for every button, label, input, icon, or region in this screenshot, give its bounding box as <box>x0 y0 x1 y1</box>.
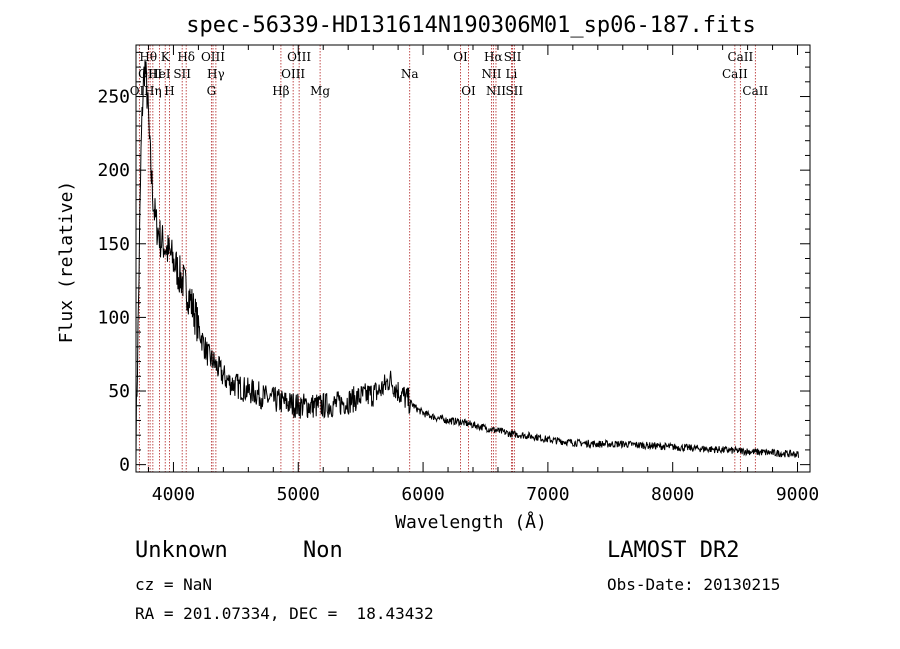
obs-date: Obs-Date: 20130215 <box>607 575 781 594</box>
y-tick-label-3: 150 <box>97 234 130 255</box>
spectral-line-label-8: Hδ <box>177 50 195 64</box>
x-tick-label-0: 4000 <box>152 484 195 505</box>
series-layer <box>135 59 799 458</box>
spectral-line-label-10: Hγ <box>207 67 225 81</box>
line-labels-layer: OII Hθ OIII Hη HeI K H SII Hδ OIII Hγ G Hβ OIII OIII Mg… <box>130 50 769 98</box>
spectral-line-label-23: Li <box>506 67 518 81</box>
spectral-line-label-25: CaII <box>722 67 748 81</box>
spectral-line-label-16: Na <box>401 67 419 81</box>
x-tick-label-1: 5000 <box>277 484 320 505</box>
spectral-line-label-17: OI <box>453 50 468 64</box>
spectral-line-label-21: NII <box>486 84 506 98</box>
spectral-lines-layer <box>138 45 756 472</box>
x-axis-label: Wavelength (Å) <box>395 511 547 533</box>
x-tick-label-5: 9000 <box>776 484 819 505</box>
spectral-line-label-15: Mg <box>310 84 330 98</box>
x-tick-label-3: 7000 <box>526 484 569 505</box>
spectral-line-label-26: CaII <box>727 50 753 64</box>
spectral-line-label-13: OIII <box>281 67 305 81</box>
spectral-line-label-27: CaII <box>742 84 768 98</box>
spectral-line-label-5: K <box>161 50 171 64</box>
y-axis-label: Flux (relative) <box>56 181 77 344</box>
spectral-line-label-3: Hη <box>144 84 162 98</box>
chart-title: spec-56339-HD131614N190306M01_sp06-187.f… <box>186 13 756 38</box>
spectral-line-label-9: OIII <box>201 50 225 64</box>
spectral-line-label-12: Hβ <box>272 84 289 98</box>
y-tick-label-4: 200 <box>97 160 130 181</box>
x-tick-label-4: 8000 <box>651 484 694 505</box>
spectral-line-label-22: SII <box>504 50 522 64</box>
y-tick-label-1: 50 <box>108 381 130 402</box>
x-tick-label-2: 6000 <box>401 484 444 505</box>
spectral-line-label-20: Hα <box>484 50 503 64</box>
object-subclass: Non <box>303 538 343 563</box>
ticks-layer: 4000 5000 6000 7000 8000 9000 0 50 100 150 200 250 <box>97 45 819 505</box>
spectral-line-label-7: SII <box>173 67 191 81</box>
survey-name: LAMOST DR2 <box>607 538 740 563</box>
spectral-line-label-4: HeI <box>148 67 171 81</box>
y-tick-label-5: 250 <box>97 87 130 108</box>
redshift-cz: cz = NaN <box>135 575 213 594</box>
spectral-line-label-18: OI <box>461 84 476 98</box>
ra-dec: RA = 201.07334, DEC = 18.43432 <box>135 604 434 623</box>
spectral-line-label-2: OIII <box>138 67 162 81</box>
spectral-line-label-14: OIII <box>287 50 311 64</box>
spectral-line-label-6: H <box>164 84 174 98</box>
plot-frame <box>135 44 811 473</box>
spectral-line-label-1: Hθ <box>139 50 157 64</box>
spectral-line-label-24: SII <box>505 84 523 98</box>
spectral-line-label-0: OII <box>130 84 150 98</box>
y-tick-label-0: 0 <box>119 455 130 476</box>
spectral-line-label-11: G <box>207 84 217 98</box>
spectrum-line <box>135 59 799 458</box>
object-class: Unknown <box>135 538 228 563</box>
spectral-line-label-19: NII <box>481 67 501 81</box>
y-tick-label-2: 100 <box>97 307 130 328</box>
